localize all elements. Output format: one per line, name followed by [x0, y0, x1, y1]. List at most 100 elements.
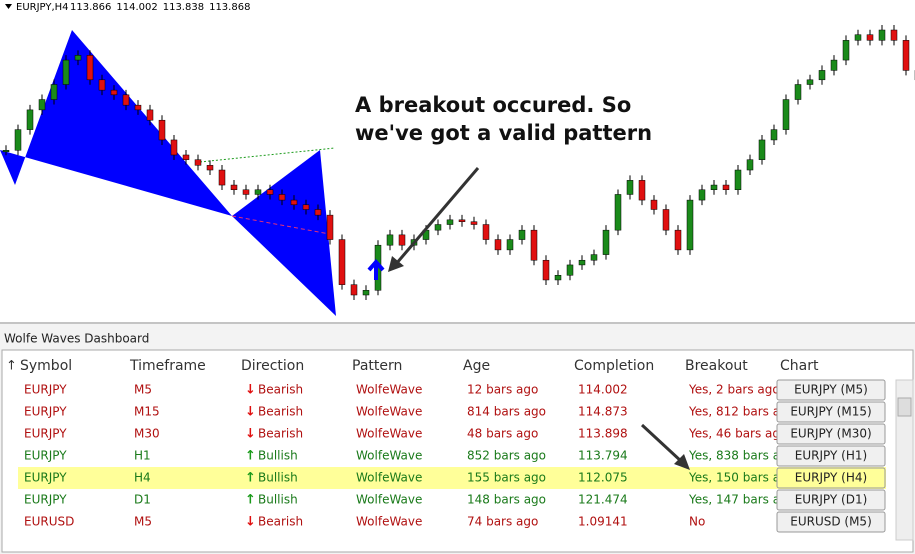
- cell: Yes, 150 bars ago: [688, 471, 795, 485]
- candle: [602, 229, 610, 255]
- down-arrow: ↓: [245, 515, 256, 530]
- cell: WolfeWave: [356, 405, 422, 419]
- chart-button[interactable]: [776, 489, 886, 511]
- ohlc-value: 113.868: [209, 2, 250, 13]
- candle: [758, 139, 766, 160]
- cell: EURJPY: [24, 471, 67, 485]
- column-header[interactable]: Pattern: [352, 358, 402, 374]
- chart-button[interactable]: [776, 401, 886, 423]
- pointer-arrow-head: [388, 256, 404, 272]
- column-header[interactable]: Timeframe: [129, 358, 206, 374]
- candle: [326, 214, 334, 240]
- candle: [14, 129, 22, 151]
- cell: Bullish: [258, 493, 298, 507]
- column-header[interactable]: Direction: [241, 358, 304, 374]
- cell: H4: [134, 471, 151, 485]
- candle: [782, 99, 790, 130]
- cell: Bullish: [258, 449, 298, 463]
- candle: [350, 284, 358, 296]
- candle: [710, 184, 718, 191]
- cell: 148 bars ago: [467, 493, 546, 507]
- chart-button-label[interactable]: EURUSD (M5): [790, 515, 872, 529]
- up-arrow: ↑: [245, 471, 256, 486]
- candle: [770, 129, 778, 141]
- symbol: EURJPY,H4: [16, 2, 69, 13]
- pointer-arrow: [394, 167, 480, 265]
- candle: [50, 84, 58, 100]
- candle: [230, 184, 238, 191]
- candle: [290, 199, 298, 206]
- cell: EURJPY: [24, 383, 67, 397]
- cell: Bullish: [258, 471, 298, 485]
- table: Symbol Timeframe Direction Pattern Age Comple…: [18, 358, 886, 533]
- cell: M5: [134, 515, 152, 529]
- candle: [98, 79, 106, 91]
- cell: M15: [134, 405, 160, 419]
- pointer-arrow-head: [674, 454, 690, 470]
- chart-button-label[interactable]: EURJPY (M15): [790, 405, 871, 419]
- chart-button-label[interactable]: EURJPY (H1): [795, 449, 867, 463]
- column-header[interactable]: Chart: [780, 358, 819, 374]
- candle: [518, 229, 526, 240]
- cell: 1.09141: [578, 515, 628, 529]
- candle: [854, 34, 862, 41]
- chart-button[interactable]: [776, 467, 886, 489]
- candle: [554, 275, 562, 281]
- candle: [62, 59, 70, 85]
- candle: [314, 209, 322, 216]
- cell: Bearish: [258, 405, 303, 419]
- ohlc-value: 114.002: [116, 2, 157, 13]
- candle: [386, 234, 394, 246]
- cell: No: [689, 515, 705, 529]
- candle: [530, 229, 538, 261]
- candle: [470, 221, 478, 225]
- chart-button-label[interactable]: EURJPY (H4): [795, 471, 867, 485]
- ohlc-value: 113.866: [70, 2, 111, 13]
- candle: [494, 239, 502, 251]
- cell: Yes, 838 bars ago: [688, 449, 795, 463]
- cell: Yes, 147 bars ago: [688, 493, 795, 507]
- scrollbar[interactable]: [895, 379, 914, 541]
- column-header[interactable]: Symbol: [20, 358, 72, 374]
- column-header[interactable]: Age: [463, 358, 490, 374]
- chart-button[interactable]: [776, 511, 886, 533]
- column-header[interactable]: Breakout: [685, 358, 748, 374]
- candle: [746, 159, 754, 171]
- candles: [2, 25, 915, 300]
- candle: [458, 219, 466, 222]
- scroll-thumb[interactable]: [897, 397, 912, 417]
- candle: [122, 94, 130, 106]
- buy-arrow: [367, 258, 385, 280]
- cell: 121.474: [578, 493, 628, 507]
- candle: [650, 199, 658, 210]
- candle: [182, 154, 190, 160]
- cell: WolfeWave: [356, 515, 422, 529]
- candle: [830, 59, 838, 71]
- chart-button-label[interactable]: EURJPY (D1): [795, 493, 868, 507]
- annotation: A breakout occured. So: [355, 93, 631, 117]
- cell: 852 bars ago: [467, 449, 546, 463]
- cell: 114.002: [578, 383, 628, 397]
- column-header[interactable]: Completion: [574, 358, 654, 374]
- chart-button-label[interactable]: EURJPY (M5): [794, 383, 868, 397]
- chart-button-label[interactable]: EURJPY (M30): [790, 427, 871, 441]
- candle: [686, 199, 694, 251]
- cell: 112.075: [578, 471, 628, 485]
- cell: H1: [134, 449, 151, 463]
- cell: WolfeWave: [356, 471, 422, 485]
- down-arrow: ↓: [245, 383, 256, 398]
- cell: EURUSD: [24, 515, 74, 529]
- candle: [566, 264, 574, 276]
- candle: [542, 259, 550, 281]
- chart-button[interactable]: [776, 445, 886, 467]
- chart-button[interactable]: [776, 423, 886, 445]
- menu-icon: [5, 4, 12, 9]
- candle: [278, 194, 286, 201]
- cell: Bearish: [258, 515, 303, 529]
- dashboard-title: Wolfe Waves Dashboard: [4, 332, 149, 346]
- chart-button[interactable]: [776, 379, 886, 401]
- candle: [26, 109, 34, 130]
- candle: [818, 70, 826, 81]
